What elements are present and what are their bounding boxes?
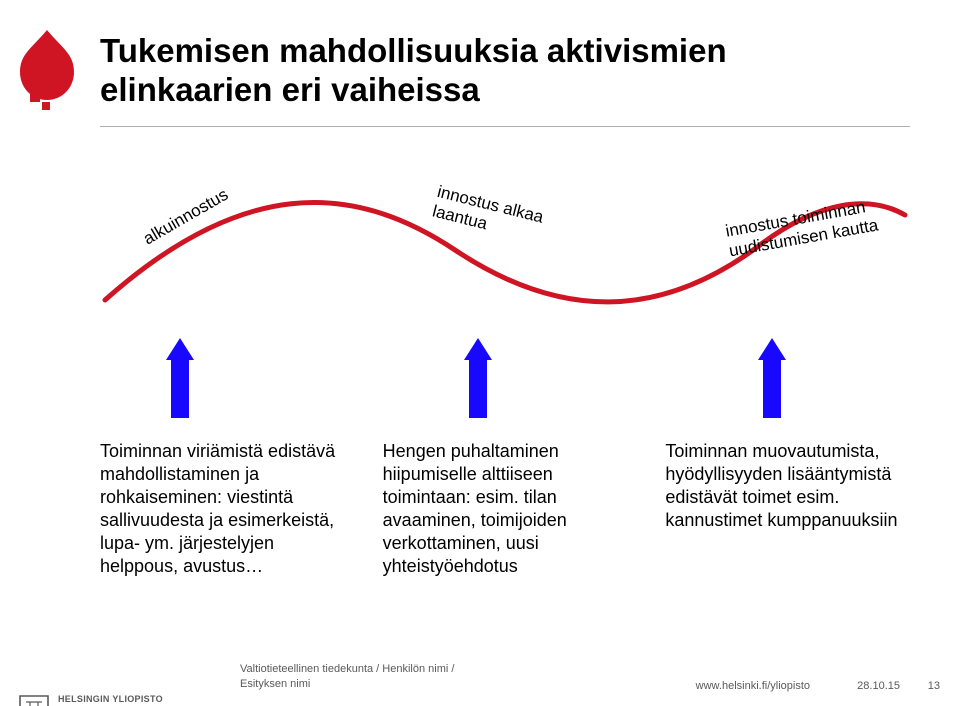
footer-center-l1: Valtiotieteellinen tiedekunta / Henkilön… (240, 663, 454, 675)
university-crest-icon (16, 694, 52, 706)
column-3: Toiminnan muovautumista, hyödyllisyyden … (665, 440, 920, 578)
footer: HELSINGIN YLIOPISTO HELSINGFORS UNIVERSI… (0, 646, 960, 706)
uni-line-1: HELSINGIN YLIOPISTO (58, 694, 163, 704)
arrow-stem (763, 360, 781, 418)
footer-page-number: 13 (928, 680, 940, 692)
footer-center: Valtiotieteellinen tiedekunta / Henkilön… (240, 662, 454, 692)
title-rule (100, 126, 910, 127)
wave-diagram: alkuinnostus innostus alkaa laantua inno… (100, 160, 910, 310)
arrow-stem (469, 360, 487, 418)
arrow-stem (171, 360, 189, 418)
flame-logo (12, 30, 82, 110)
footer-center-l2: Esityksen nimi (240, 678, 310, 690)
slide: Tukemisen mahdollisuuksia aktivismien el… (0, 0, 960, 706)
columns: Toiminnan viriämistä edistävä mahdollist… (100, 440, 920, 578)
column-1: Toiminnan viriämistä edistävä mahdollist… (100, 440, 355, 578)
arrow-head-icon (464, 338, 492, 360)
column-2: Hengen puhaltaminen hiipumiselle alttiis… (383, 440, 638, 578)
footer-date: 28.10.15 (857, 680, 900, 692)
slide-title: Tukemisen mahdollisuuksia aktivismien el… (100, 32, 880, 110)
university-name: HELSINGIN YLIOPISTO HELSINGFORS UNIVERSI… (58, 694, 192, 706)
arrow-head-icon (166, 338, 194, 360)
footer-url: www.helsinki.fi/yliopisto (696, 680, 810, 692)
arrow-head-icon (758, 338, 786, 360)
